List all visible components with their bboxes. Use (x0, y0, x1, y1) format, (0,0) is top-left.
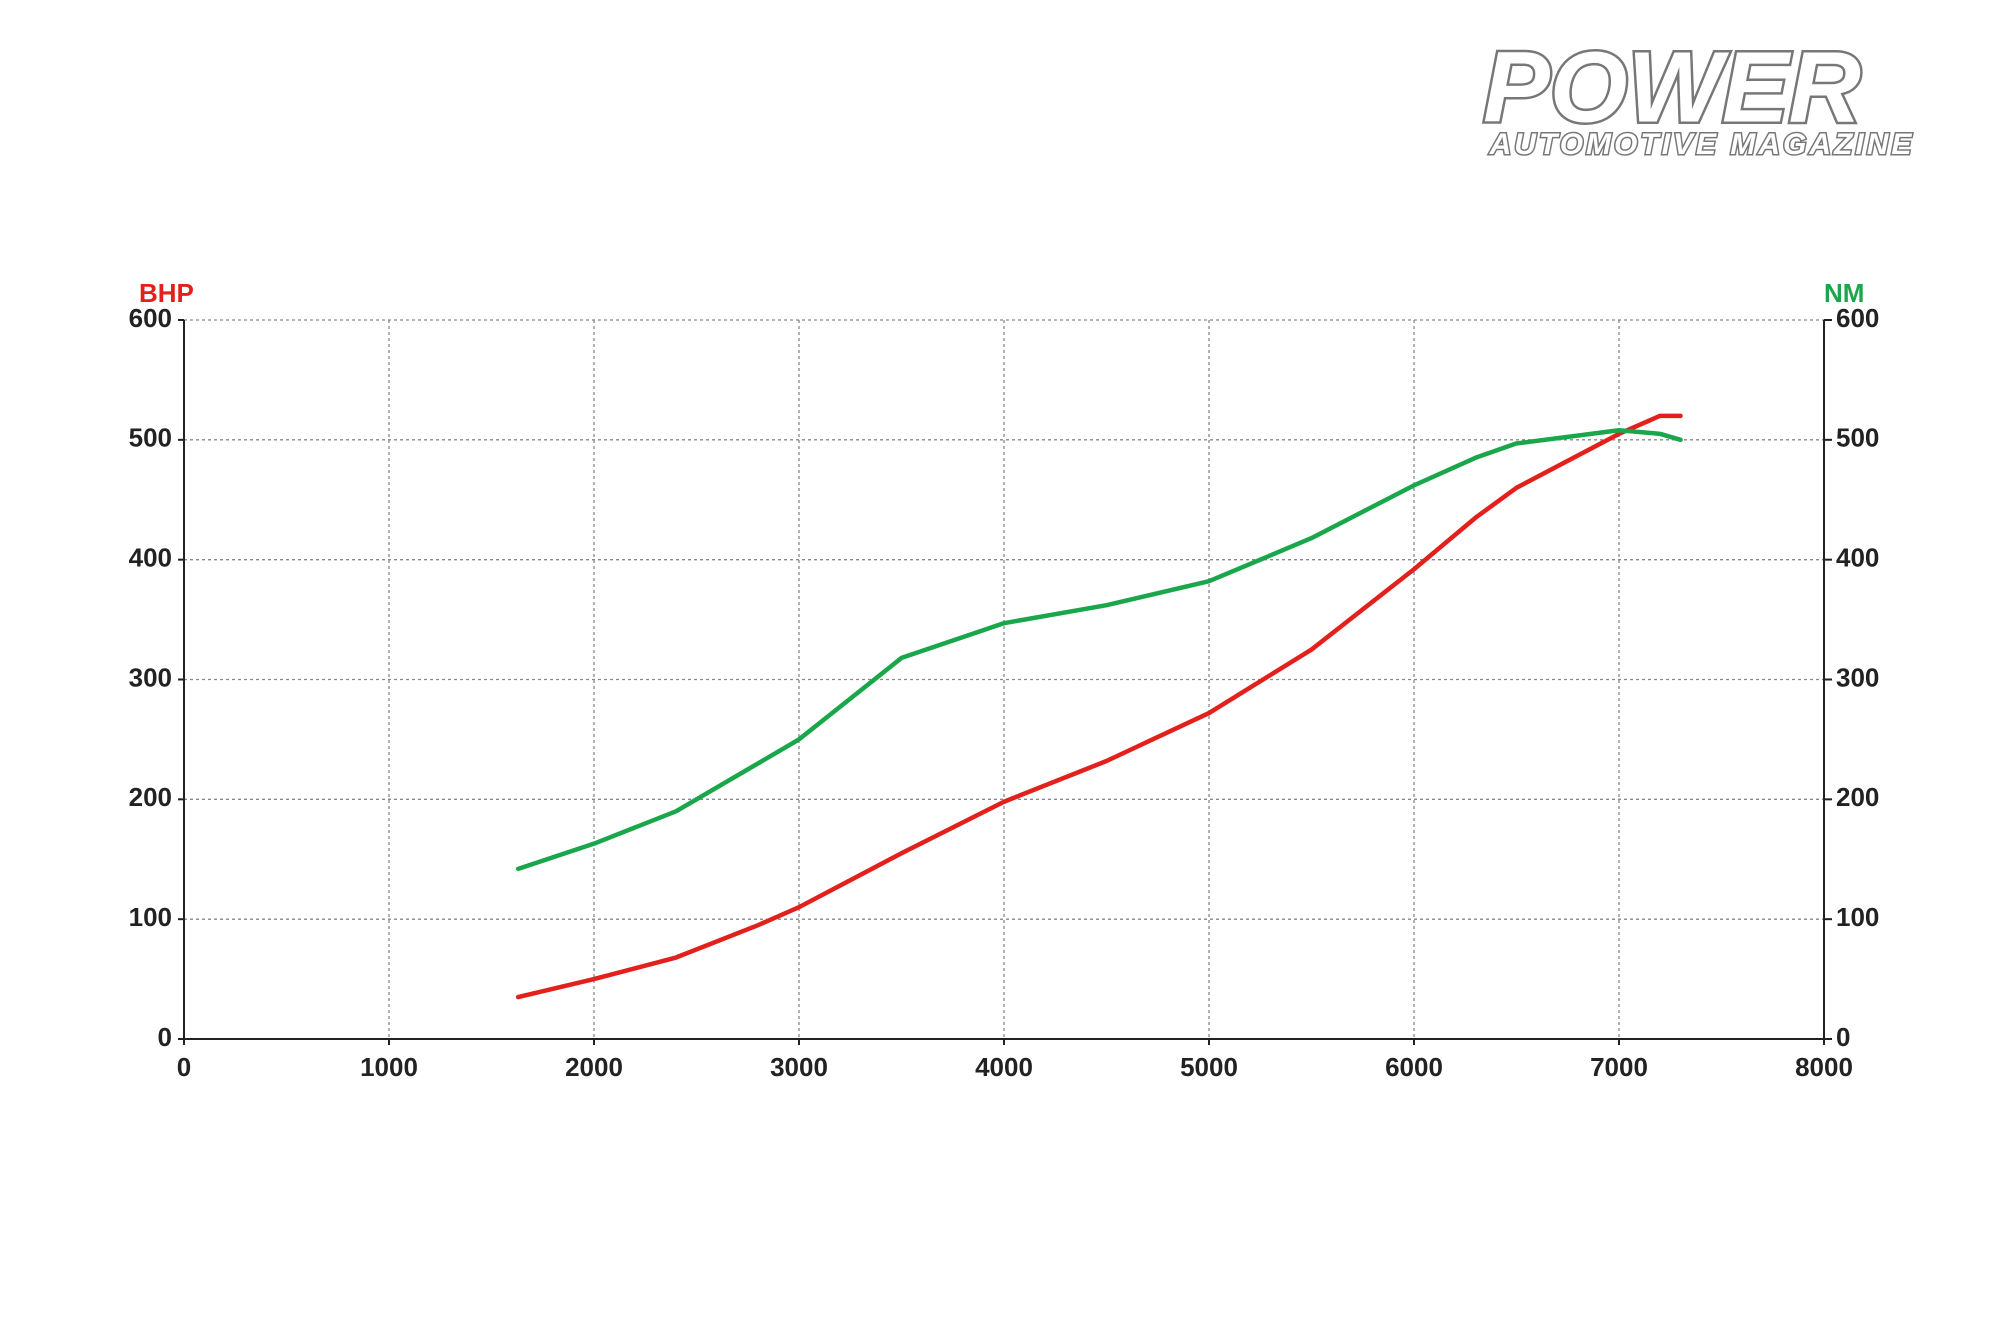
y2-tick-label: 300 (1836, 662, 1879, 692)
x-tick-label: 3000 (770, 1052, 828, 1082)
y-tick-label: 100 (129, 902, 172, 932)
line (515, 413, 1683, 1000)
x-tick-label: 5000 (1180, 1052, 1238, 1082)
y-tick-label: 600 (129, 303, 172, 333)
y2-tick-label: 500 (1836, 423, 1879, 453)
y2-tick-label: 600 (1836, 303, 1879, 333)
y-axis-label: BHP (139, 278, 194, 308)
y-tick-label: 0 (158, 1022, 172, 1052)
x-tick-label: 1000 (360, 1052, 418, 1082)
y-tick-label: 400 (129, 543, 172, 573)
y-tick-label: 300 (129, 662, 172, 692)
x-tick-label: 4000 (975, 1052, 1033, 1082)
x-tick-label: 0 (177, 1052, 191, 1082)
logo-subtitle: AUTOMOTIVE MAGAZINE (1489, 128, 1915, 161)
x-tick-label: 7000 (1590, 1052, 1648, 1082)
x-tick-label: 8000 (1795, 1052, 1853, 1082)
y2-tick-label: 400 (1836, 543, 1879, 573)
x-tick-label: 2000 (565, 1052, 623, 1082)
logo-title: POWER (1483, 31, 1861, 143)
y-tick-label: 500 (129, 423, 172, 453)
y2-axis-label: NM (1824, 278, 1864, 308)
y2-tick-label: 100 (1836, 902, 1879, 932)
y2-tick-label: 200 (1836, 782, 1879, 812)
x-tick-label: 6000 (1385, 1052, 1443, 1082)
line (515, 427, 1683, 872)
y-tick-label: 200 (129, 782, 172, 812)
y2-tick-label: 0 (1836, 1022, 1850, 1052)
